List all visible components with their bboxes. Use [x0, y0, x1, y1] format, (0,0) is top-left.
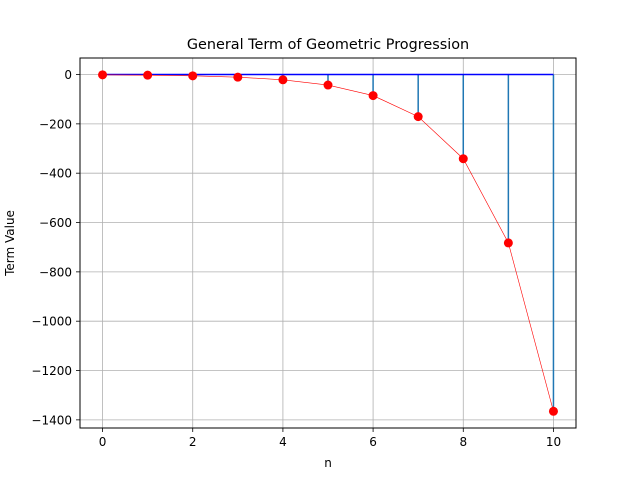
- y-tick-label: −1000: [31, 315, 72, 329]
- x-tick-label: 2: [189, 435, 197, 449]
- data-point: [143, 70, 153, 80]
- y-tick-label: −800: [39, 265, 72, 279]
- data-point: [278, 75, 288, 85]
- y-tick-label: −400: [39, 167, 72, 181]
- y-tick-label: −1400: [31, 413, 72, 427]
- markers: [98, 70, 558, 416]
- data-point: [413, 112, 423, 122]
- x-tick-label: 6: [369, 435, 377, 449]
- chart-title: General Term of Geometric Progression: [187, 37, 469, 53]
- data-point: [368, 91, 378, 101]
- x-tick-label: 10: [546, 435, 561, 449]
- data-point: [98, 70, 108, 80]
- data-point: [323, 80, 333, 90]
- x-tick-label: 4: [279, 435, 287, 449]
- x-tick-label: 0: [99, 435, 107, 449]
- data-point: [188, 71, 198, 81]
- y-axis-label: Term Value: [3, 210, 17, 277]
- y-tick-label: −200: [39, 117, 72, 131]
- y-tick-label: 0: [64, 68, 72, 82]
- x-axis-label: n: [324, 456, 332, 470]
- data-point: [458, 154, 468, 164]
- y-tick-label: −600: [39, 216, 72, 230]
- x-tick-label: 8: [459, 435, 467, 449]
- y-axis-ticks: 0 −200 −400 −600 −800 −1000 −1200 −1400: [31, 68, 80, 427]
- data-point: [503, 238, 513, 248]
- data-point: [548, 406, 558, 416]
- x-axis-ticks: 0 2 4 6 8 10: [99, 428, 561, 449]
- data-point: [233, 72, 243, 82]
- y-tick-label: −1200: [31, 364, 72, 378]
- plot-frame: [79, 57, 577, 429]
- stems: [101, 73, 555, 412]
